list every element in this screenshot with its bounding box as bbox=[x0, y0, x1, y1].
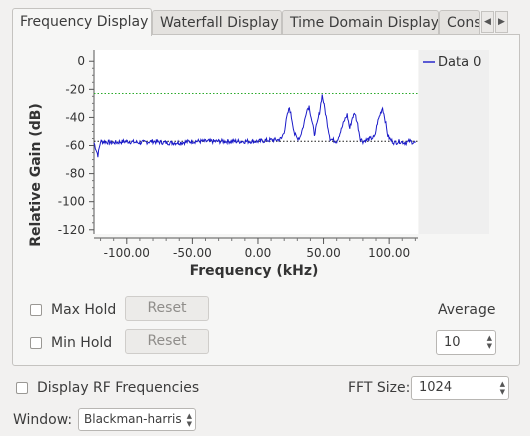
average-label: Average bbox=[438, 302, 496, 318]
legend-entry-data-0: Data 0 bbox=[438, 55, 481, 70]
chevron-left-icon: ◀ bbox=[484, 17, 491, 27]
min-hold-checkbox-row[interactable]: Min Hold bbox=[30, 335, 112, 351]
chevron-up-down-icon: ▲ ▼ bbox=[186, 412, 192, 428]
y-tick-label: -100 bbox=[58, 195, 85, 209]
x-tick-label: -50.00 bbox=[173, 246, 212, 260]
max-hold-checkbox-row[interactable]: Max Hold bbox=[30, 302, 116, 318]
window-value: Blackman-harris bbox=[84, 412, 182, 426]
tab-bar: Frequency Display Waterfall Display Time… bbox=[12, 8, 520, 36]
y-axis-label: Relative Gain (dB) bbox=[28, 103, 44, 247]
display-rf-frequencies-row[interactable]: Display RF Frequencies bbox=[16, 380, 199, 396]
display-rf-frequencies-label: Display RF Frequencies bbox=[37, 380, 200, 396]
y-tick-label: -20 bbox=[65, 82, 85, 96]
x-axis-label: Frequency (kHz) bbox=[190, 263, 319, 279]
min-hold-label: Min Hold bbox=[51, 335, 113, 351]
window-label: Window: bbox=[13, 412, 73, 428]
x-tick-label: 50.00 bbox=[306, 246, 340, 260]
y-tick-label: -120 bbox=[58, 223, 85, 237]
y-tick-label: -60 bbox=[65, 139, 85, 153]
tab-waterfall-display[interactable]: Waterfall Display bbox=[152, 10, 282, 34]
fft-size-value: 1024 bbox=[419, 380, 453, 395]
x-tick-label: -100.00 bbox=[104, 246, 150, 260]
frequency-display-panel: 0 -20 -40 -60 -80 -100 -120 -100.00 -50.00 0.00 5… bbox=[12, 34, 520, 366]
window-select[interactable]: Blackman-harris ▲ ▼ bbox=[78, 408, 196, 431]
y-tick-label: -80 bbox=[65, 167, 85, 181]
tab-frequency-display[interactable]: Frequency Display bbox=[12, 8, 152, 36]
average-value: 10 bbox=[444, 335, 461, 350]
x-tick-label: 0.00 bbox=[245, 246, 272, 260]
fft-size-label: FFT Size: bbox=[348, 380, 411, 396]
chevron-right-icon: ▶ bbox=[498, 17, 505, 27]
chevron-up-down-icon: ▲ ▼ bbox=[499, 380, 505, 396]
average-spinbox[interactable]: 10 ▲ ▼ bbox=[436, 330, 496, 355]
fft-size-select[interactable]: 1024 ▲ ▼ bbox=[411, 376, 509, 400]
tab-time-domain-display[interactable]: Time Domain Display bbox=[282, 10, 439, 34]
tab-scroll-right-button[interactable]: ▶ bbox=[495, 11, 508, 33]
min-hold-reset-button[interactable]: Reset bbox=[125, 329, 209, 354]
max-hold-checkbox[interactable] bbox=[30, 304, 42, 316]
y-tick-label: -40 bbox=[65, 110, 85, 124]
legend: Data 0 bbox=[419, 50, 489, 234]
frequency-plot[interactable]: 0 -20 -40 -60 -80 -100 -120 -100.00 -50.00 0.00 5… bbox=[13, 35, 519, 285]
min-hold-checkbox[interactable] bbox=[30, 337, 42, 349]
tab-constellation-display[interactable]: Cons bbox=[439, 10, 480, 34]
tab-scroll-left-button[interactable]: ◀ bbox=[481, 11, 494, 33]
display-rf-frequencies-checkbox[interactable] bbox=[16, 382, 28, 394]
max-hold-label: Max Hold bbox=[51, 302, 117, 318]
y-tick-label: 0 bbox=[77, 54, 85, 68]
spinbox-arrows-icon[interactable]: ▲ ▼ bbox=[486, 334, 492, 350]
max-hold-reset-button[interactable]: Reset bbox=[125, 296, 209, 321]
series-line-data-0 bbox=[93, 94, 416, 158]
x-tick-label: 100.00 bbox=[368, 246, 410, 260]
